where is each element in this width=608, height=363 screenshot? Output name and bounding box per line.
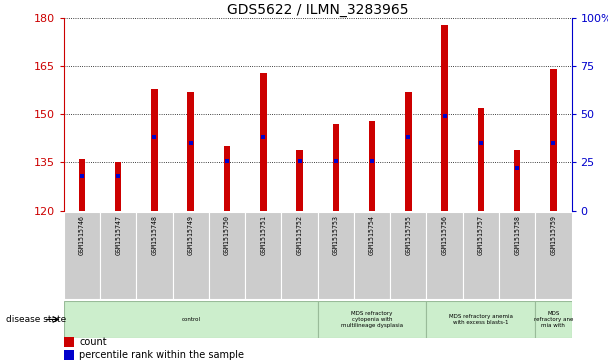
Text: control: control [181, 317, 200, 322]
Bar [369, 121, 375, 211]
Text: GSM1515751: GSM1515751 [260, 215, 266, 255]
Text: MDS refractory anemia
with excess blasts-1: MDS refractory anemia with excess blasts… [449, 314, 513, 325]
Bar [405, 92, 412, 211]
Bar [535, 301, 572, 338]
Text: GSM1515754: GSM1515754 [369, 215, 375, 255]
Text: GSM1515758: GSM1515758 [514, 215, 520, 255]
Bar [151, 89, 157, 211]
Bar [317, 212, 354, 299]
Bar [209, 212, 245, 299]
Text: GSM1515752: GSM1515752 [297, 215, 303, 255]
Bar [499, 212, 535, 299]
Bar [333, 124, 339, 211]
Text: GSM1515746: GSM1515746 [79, 215, 85, 255]
Bar [136, 212, 173, 299]
Text: count: count [79, 337, 106, 347]
Text: MDS refractory
cytopenia with
multilineage dysplasia: MDS refractory cytopenia with multilinea… [341, 311, 403, 328]
Text: GSM1515753: GSM1515753 [333, 215, 339, 255]
Bar [390, 212, 426, 299]
Bar [78, 159, 85, 211]
Text: GSM1515748: GSM1515748 [151, 215, 157, 255]
Bar [100, 212, 136, 299]
Bar [514, 150, 520, 211]
Text: MDS
refractory ane
mia with: MDS refractory ane mia with [534, 311, 573, 328]
Text: GSM1515749: GSM1515749 [188, 215, 194, 255]
Title: GDS5622 / ILMN_3283965: GDS5622 / ILMN_3283965 [227, 3, 409, 17]
Text: GSM1515756: GSM1515756 [441, 215, 447, 255]
Bar [478, 108, 484, 211]
Bar [426, 301, 535, 338]
Bar [282, 212, 317, 299]
Text: GSM1515750: GSM1515750 [224, 215, 230, 255]
Bar [64, 212, 100, 299]
Bar [550, 69, 557, 211]
Bar [64, 337, 74, 347]
Bar [535, 212, 572, 299]
Text: GSM1515757: GSM1515757 [478, 215, 484, 255]
Text: disease state: disease state [6, 315, 66, 324]
Bar [187, 92, 194, 211]
Text: GSM1515747: GSM1515747 [116, 215, 121, 255]
Bar [317, 301, 426, 338]
Bar [463, 212, 499, 299]
Bar [245, 212, 282, 299]
Bar [296, 150, 303, 211]
Text: GSM1515755: GSM1515755 [406, 215, 412, 255]
Bar [173, 212, 209, 299]
Bar [64, 301, 317, 338]
Bar [224, 146, 230, 211]
Bar [64, 350, 74, 360]
Text: GSM1515759: GSM1515759 [550, 215, 556, 255]
Bar [441, 25, 448, 211]
Text: percentile rank within the sample: percentile rank within the sample [79, 350, 244, 360]
Bar [115, 163, 122, 211]
Bar [426, 212, 463, 299]
Bar [260, 73, 266, 211]
Bar [354, 212, 390, 299]
